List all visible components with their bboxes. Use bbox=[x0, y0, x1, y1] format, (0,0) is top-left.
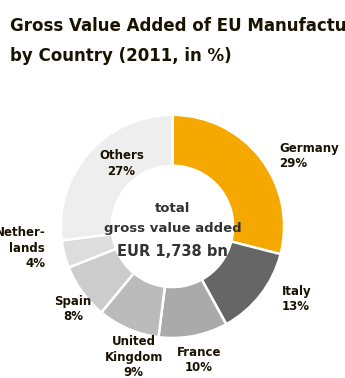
Wedge shape bbox=[158, 280, 226, 338]
Wedge shape bbox=[172, 115, 284, 254]
Text: Others
27%: Others 27% bbox=[99, 149, 144, 178]
Wedge shape bbox=[62, 234, 116, 268]
Text: France
10%: France 10% bbox=[177, 345, 221, 374]
Text: total: total bbox=[155, 202, 190, 215]
Text: Germany
29%: Germany 29% bbox=[279, 142, 339, 170]
Wedge shape bbox=[61, 115, 172, 240]
Text: EUR 1,738 bn: EUR 1,738 bn bbox=[117, 245, 228, 259]
Text: gross value added: gross value added bbox=[104, 222, 241, 235]
Text: United
Kingdom
9%: United Kingdom 9% bbox=[105, 335, 163, 378]
Text: Spain
8%: Spain 8% bbox=[55, 294, 92, 323]
Circle shape bbox=[112, 166, 233, 287]
Wedge shape bbox=[202, 242, 280, 324]
Wedge shape bbox=[101, 273, 165, 337]
Text: Gross Value Added of EU Manufacturing: Gross Value Added of EU Manufacturing bbox=[10, 17, 345, 35]
Text: by Country (2011, in %): by Country (2011, in %) bbox=[10, 47, 232, 65]
Text: Nether-
lands
4%: Nether- lands 4% bbox=[0, 226, 45, 270]
Text: Italy
13%: Italy 13% bbox=[282, 285, 311, 313]
Wedge shape bbox=[69, 249, 134, 312]
